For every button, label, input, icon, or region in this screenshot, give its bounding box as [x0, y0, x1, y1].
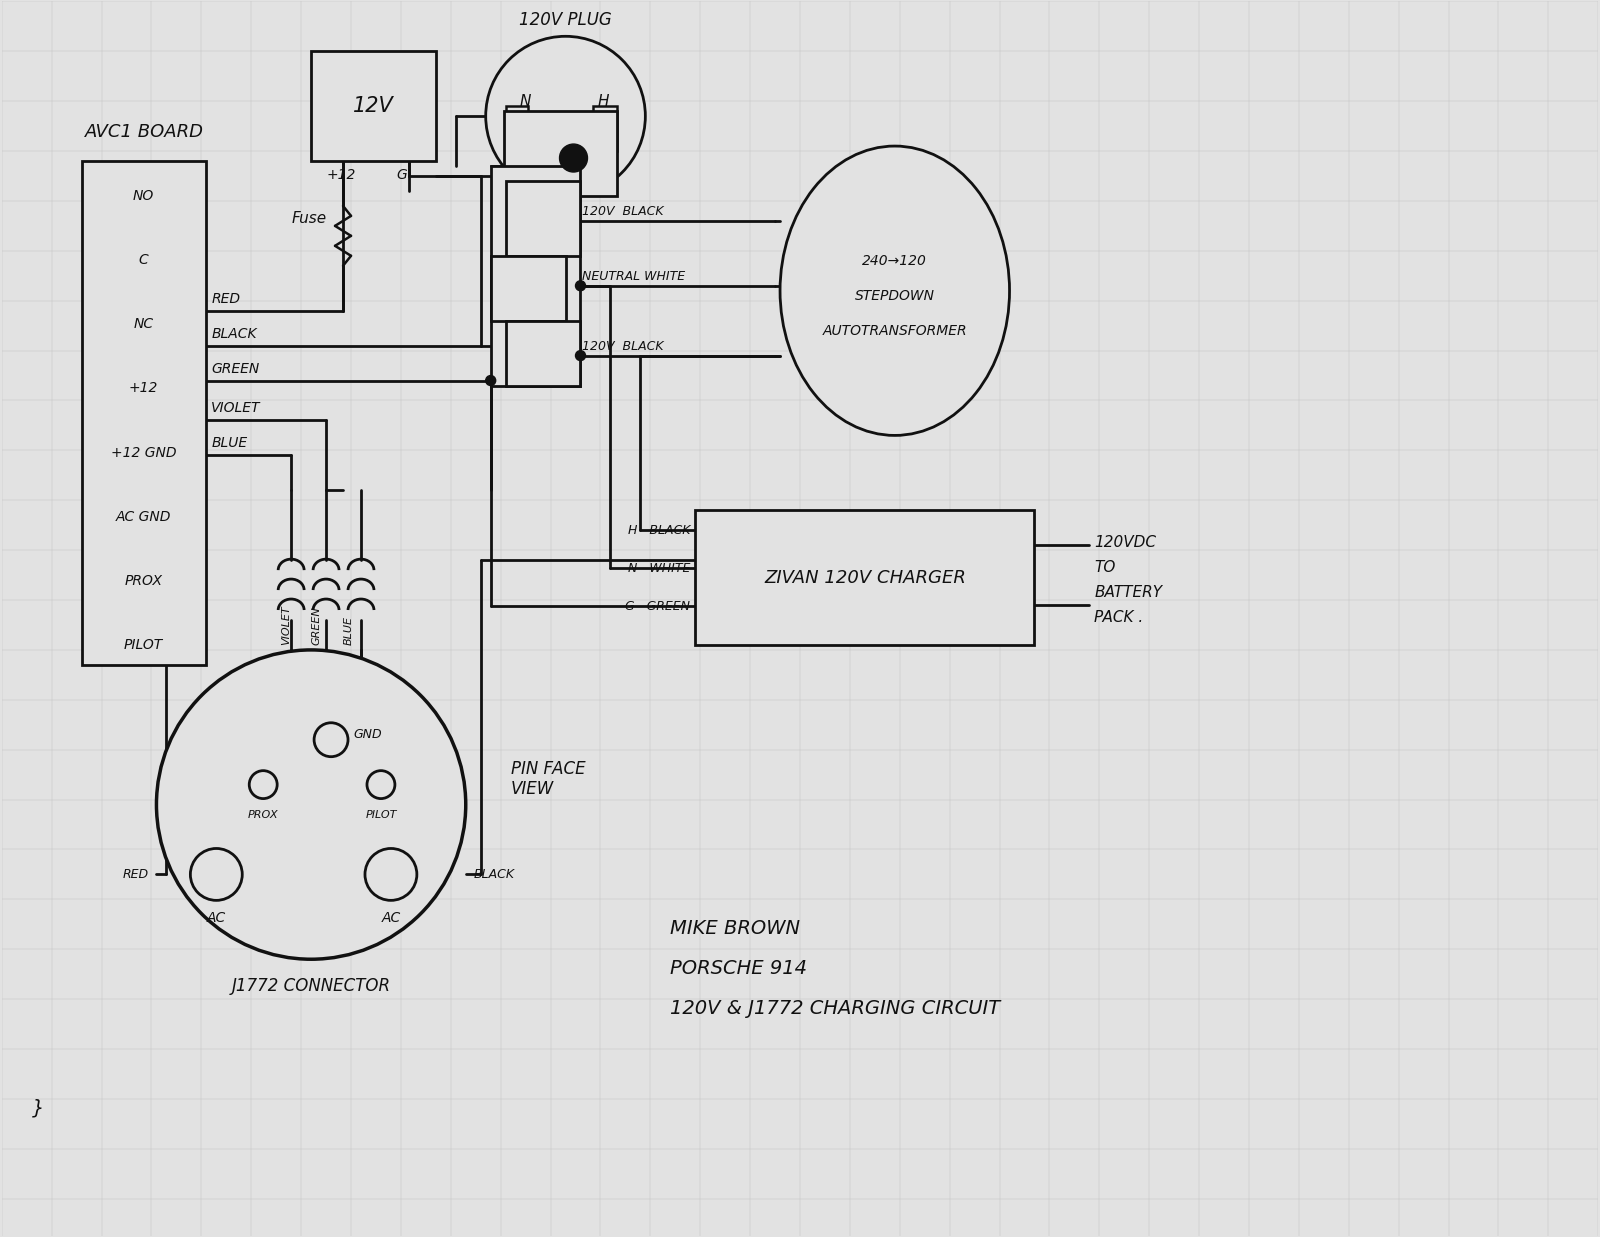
Text: 120V  BLACK: 120V BLACK: [582, 340, 664, 353]
Text: G: G: [395, 168, 406, 182]
Text: BATTERY: BATTERY: [1094, 585, 1163, 600]
Text: AC: AC: [206, 912, 226, 925]
Circle shape: [250, 771, 277, 799]
Text: BLACK: BLACK: [211, 327, 258, 340]
Circle shape: [560, 143, 587, 172]
Circle shape: [576, 350, 586, 360]
Text: AUTOTRANSFORMER: AUTOTRANSFORMER: [822, 324, 966, 338]
Bar: [506, 181, 581, 256]
Circle shape: [366, 771, 395, 799]
Bar: [506, 106, 528, 151]
Text: PILOT: PILOT: [123, 638, 163, 652]
Circle shape: [190, 849, 242, 901]
Text: C: C: [139, 254, 149, 267]
Bar: [310, 51, 435, 161]
Bar: [82, 161, 206, 666]
Circle shape: [576, 281, 586, 291]
Bar: [594, 106, 618, 151]
Text: ZIVAN 120V CHARGER: ZIVAN 120V CHARGER: [763, 569, 966, 586]
Text: J1772 CONNECTOR: J1772 CONNECTOR: [232, 977, 390, 996]
Ellipse shape: [781, 146, 1010, 435]
Text: GREEN: GREEN: [211, 361, 259, 376]
Text: 120VDC: 120VDC: [1094, 536, 1157, 550]
Text: GREEN: GREEN: [310, 606, 322, 644]
Circle shape: [486, 36, 645, 195]
Circle shape: [365, 849, 418, 901]
Bar: [504, 111, 618, 195]
Text: G   GREEN: G GREEN: [626, 600, 690, 612]
Text: PACK .: PACK .: [1094, 610, 1144, 625]
Text: PROX: PROX: [125, 574, 163, 588]
Text: 12V: 12V: [352, 96, 394, 116]
Text: PIN FACE
VIEW: PIN FACE VIEW: [510, 760, 586, 798]
Text: VIOLET: VIOLET: [211, 402, 261, 416]
Text: +12: +12: [128, 381, 158, 396]
Text: Fuse: Fuse: [291, 212, 326, 226]
Text: }: }: [32, 1098, 45, 1118]
Bar: [491, 256, 565, 320]
Bar: [491, 166, 581, 386]
Text: N   WHITE: N WHITE: [627, 562, 690, 575]
Text: NEUTRAL WHITE: NEUTRAL WHITE: [582, 270, 686, 283]
Text: AVC1 BOARD: AVC1 BOARD: [85, 122, 203, 141]
Bar: [506, 320, 581, 386]
Text: BLUE: BLUE: [344, 616, 354, 644]
Text: BLUE: BLUE: [211, 437, 248, 450]
Text: TO: TO: [1094, 560, 1115, 575]
Text: NO: NO: [133, 189, 154, 203]
Text: 120V & J1772 CHARGING CIRCUIT: 120V & J1772 CHARGING CIRCUIT: [670, 999, 1000, 1018]
Bar: [696, 510, 1035, 644]
Text: 120V  BLACK: 120V BLACK: [582, 205, 664, 218]
Text: STEPDOWN: STEPDOWN: [854, 288, 934, 303]
Text: RED: RED: [122, 868, 149, 881]
Text: +12 GND: +12 GND: [110, 445, 176, 459]
Text: 240→120: 240→120: [862, 254, 928, 267]
Text: NC: NC: [133, 317, 154, 332]
Text: PROX: PROX: [248, 809, 278, 820]
Text: PORSCHE 914: PORSCHE 914: [670, 959, 808, 978]
Text: 120V PLUG: 120V PLUG: [518, 11, 611, 30]
Text: BLACK: BLACK: [474, 868, 515, 881]
Text: N: N: [520, 94, 531, 109]
Text: GND: GND: [354, 729, 382, 741]
Text: MIKE BROWN: MIKE BROWN: [670, 919, 800, 939]
Text: G: G: [581, 129, 590, 143]
Text: VIOLET: VIOLET: [282, 605, 291, 644]
Text: AC: AC: [381, 912, 400, 925]
Circle shape: [486, 376, 496, 386]
Text: PILOT: PILOT: [365, 809, 397, 820]
Circle shape: [157, 649, 466, 959]
Text: RED: RED: [211, 292, 240, 306]
Circle shape: [314, 722, 349, 757]
Text: +12: +12: [326, 168, 355, 182]
Text: H   BLACK: H BLACK: [627, 523, 690, 537]
Text: H: H: [598, 94, 610, 109]
Text: AC GND: AC GND: [115, 510, 171, 523]
